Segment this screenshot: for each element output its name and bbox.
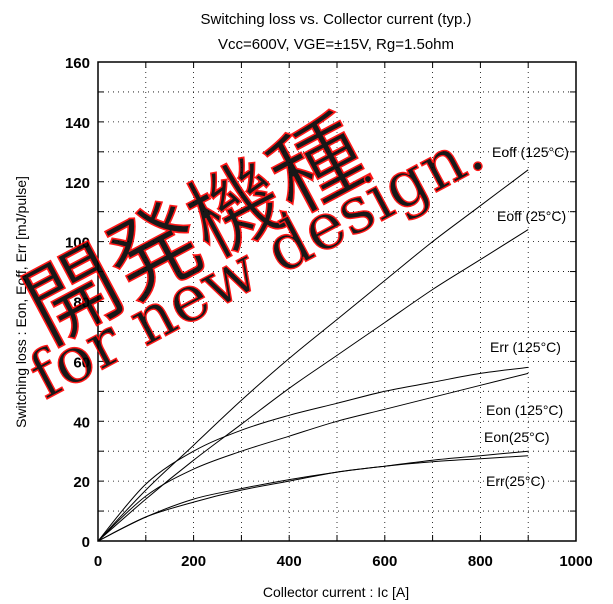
series-label-eoff-125: Eoff (125°C) xyxy=(492,144,569,160)
x-tick-label: 600 xyxy=(372,553,397,570)
x-tick-label: 800 xyxy=(468,553,493,570)
series-line-2 xyxy=(97,366,529,542)
series-label-err-25: Err(25°C) xyxy=(486,473,545,489)
y-axis-label: Switching loss : Eon, Eoff, Err [mJ/puls… xyxy=(13,176,29,428)
chart-title: Switching loss vs. Collector current (ty… xyxy=(201,11,472,28)
y-tick-label: 160 xyxy=(65,55,90,72)
y-tick-label: 20 xyxy=(73,474,90,491)
x-tick-label: 400 xyxy=(277,553,302,570)
series-line-4 xyxy=(97,450,529,542)
series-label-err-125: Err (125°C) xyxy=(490,339,561,355)
y-tick-labels: 0 20 40 60 80 100 120 140 160 xyxy=(65,55,90,551)
x-tick-labels: 0 200 400 600 800 1000 xyxy=(94,553,593,570)
y-tick-label: 0 xyxy=(82,534,90,551)
series-line-3 xyxy=(97,372,529,542)
tick-marks xyxy=(98,62,576,541)
chart-subtitle: Vcc=600V, VGE=±15V, Rg=1.5ohm xyxy=(218,36,454,53)
series-line-0 xyxy=(97,169,529,542)
x-tick-label: 200 xyxy=(181,553,206,570)
series-group xyxy=(97,169,529,542)
y-tick-label: 120 xyxy=(65,175,90,192)
series-line-1 xyxy=(97,229,529,542)
series-label-eon-25: Eon(25°C) xyxy=(484,429,550,445)
x-tick-label: 1000 xyxy=(559,553,592,570)
series-label-eoff-25: Eoff (25°C) xyxy=(497,208,566,224)
series-labels: Eoff (125°C) Eoff (25°C) Err (125°C) Eon… xyxy=(484,144,569,489)
y-tick-label: 100 xyxy=(65,235,90,252)
series-line-5 xyxy=(97,455,529,542)
y-tick-label: 140 xyxy=(65,115,90,132)
x-tick-label: 0 xyxy=(94,553,102,570)
y-tick-label: 40 xyxy=(73,414,90,431)
y-tick-label: 80 xyxy=(73,295,90,312)
y-tick-label: 60 xyxy=(73,354,90,371)
series-label-eon-125: Eon (125°C) xyxy=(486,402,563,418)
x-axis-label: Collector current : Ic [A] xyxy=(263,584,409,600)
